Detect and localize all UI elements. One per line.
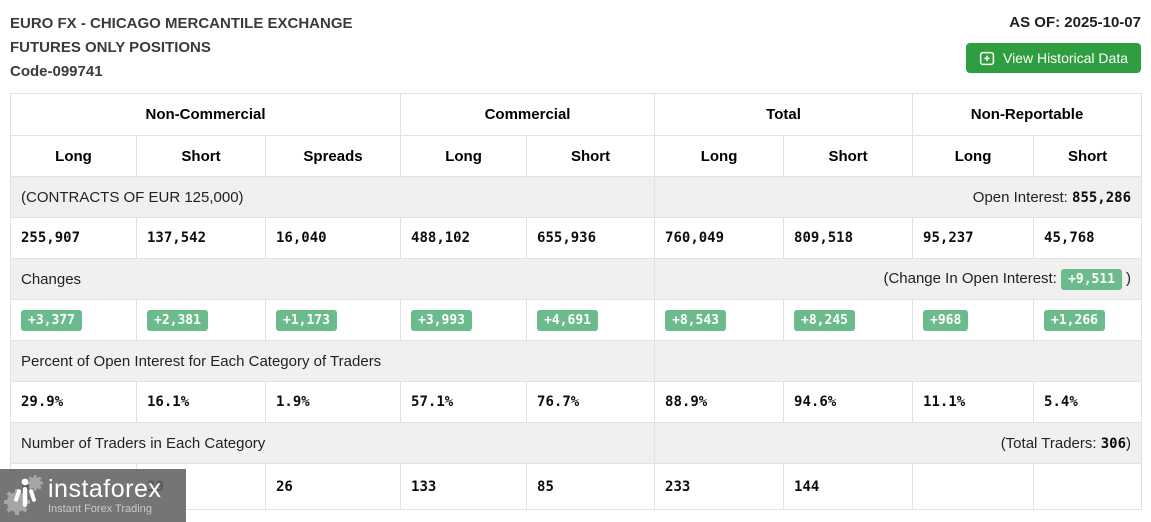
open-interest-label: Open Interest: [972, 188, 1068, 206]
percent-cell: 94.6% [783, 381, 914, 423]
position-cell: 655,936 [526, 217, 656, 259]
open-interest-cell: Open Interest: 855,286 [654, 176, 1143, 218]
change-cell: +1,266 [1033, 299, 1143, 341]
watermark-tagline: Instant Forex Trading [48, 502, 152, 515]
total-traders-cell: (Total Traders: 306) [654, 422, 1143, 464]
change-cell: +4,691 [526, 299, 656, 341]
column-header-long: Long [400, 135, 528, 177]
change-badge: +3,377 [21, 309, 82, 331]
position-cell: 488,102 [400, 217, 528, 259]
percent-cell: 1.9% [264, 381, 402, 423]
header-right: AS OF: 2025-10-07 View Historical Data [965, 12, 1141, 73]
change-badge: +4,691 [537, 309, 598, 331]
traders-cell: 85 [526, 463, 656, 510]
traders-cell: 233 [654, 463, 785, 510]
percent-cell: 76.7% [526, 381, 656, 423]
column-header-short: Short [783, 135, 914, 177]
change-oi-badge: +9,511 [1061, 268, 1123, 290]
change-cell: +968 [912, 299, 1035, 341]
page-subtitle: FUTURES ONLY POSITIONS [10, 39, 211, 56]
percent-section-spacer [654, 340, 1143, 382]
column-header-long: Long [10, 135, 137, 177]
traders-label: Number of Traders in Each Category [9, 422, 656, 464]
percent-cell: 16.1% [136, 381, 266, 423]
report-titles: EURO FX - CHICAGO MERCANTILE EXCHANGE FU… [10, 12, 353, 84]
contracts-label: (CONTRACTS OF EUR 125,000) [9, 176, 656, 218]
group-header-commercial: Commercial [400, 93, 656, 136]
watermark-text: instaforex Instant Forex Trading [48, 474, 162, 515]
traders-cell: 144 [783, 463, 914, 510]
traders-cell [1033, 463, 1143, 510]
view-historical-data-label: View Historical Data [1002, 50, 1128, 66]
traders-section-row: Number of Traders in Each Category (Tota… [9, 422, 1143, 464]
change-badge: +968 [923, 309, 969, 331]
percent-cell: 29.9% [10, 381, 137, 423]
changes-label: Changes [9, 258, 656, 300]
position-cell: 255,907 [10, 217, 137, 259]
view-historical-data-button[interactable]: View Historical Data [965, 43, 1141, 73]
total-traders-prefix: (Total Traders: [1000, 434, 1097, 452]
report-code: Code-099741 [10, 63, 103, 80]
total-traders-suffix: ) [1126, 434, 1132, 452]
calendar-plus-icon [979, 50, 995, 66]
change-badge: +2,381 [147, 309, 208, 331]
page-header: EURO FX - CHICAGO MERCANTILE EXCHANGE FU… [0, 0, 1151, 93]
change-cell: +1,173 [264, 299, 402, 341]
percent-section-row: Percent of Open Interest for Each Catego… [9, 340, 1143, 382]
positions-table: Non-Commercial Commercial Total Non-Repo… [9, 93, 1143, 510]
column-header-long: Long [912, 135, 1035, 177]
change-badge: +8,543 [665, 309, 726, 331]
change-oi-prefix: (Change In Open Interest: [883, 269, 1057, 287]
position-cell: 45,768 [1033, 217, 1143, 259]
position-cell: 16,040 [264, 217, 402, 259]
change-badge: +8,245 [794, 309, 855, 331]
positions-row: 255,907 137,542 16,040 488,102 655,936 7… [10, 217, 1143, 259]
change-cell: +8,245 [783, 299, 914, 341]
percent-cell: 88.9% [654, 381, 785, 423]
column-header-spreads: Spreads [264, 135, 402, 177]
position-cell: 137,542 [136, 217, 266, 259]
change-cell: +3,993 [400, 299, 528, 341]
change-badge: +1,173 [276, 309, 337, 331]
group-header-row: Non-Commercial Commercial Total Non-Repo… [9, 93, 1143, 136]
change-cell: +2,381 [136, 299, 266, 341]
instaforex-logo-icon [2, 472, 46, 520]
percent-label: Percent of Open Interest for Each Catego… [9, 340, 656, 382]
column-header-short: Short [1033, 135, 1143, 177]
traders-cell [912, 463, 1035, 510]
change-oi-suffix: ) [1126, 269, 1132, 287]
position-cell: 760,049 [654, 217, 785, 259]
percents-row: 29.9% 16.1% 1.9% 57.1% 76.7% 88.9% 94.6%… [10, 381, 1143, 423]
total-traders-value: 306 [1100, 435, 1127, 452]
change-badge: +3,993 [411, 309, 472, 331]
percent-cell: 5.4% [1033, 381, 1143, 423]
column-header-row: Long Short Spreads Long Short Long Short… [10, 135, 1143, 177]
column-header-short: Short [136, 135, 266, 177]
group-header-total: Total [654, 93, 914, 136]
page-title: EURO FX - CHICAGO MERCANTILE EXCHANGE [10, 15, 353, 32]
change-badge: +1,266 [1044, 309, 1105, 331]
open-interest-value: 855,286 [1072, 189, 1132, 206]
percent-cell: 11.1% [912, 381, 1035, 423]
changes-section-row: Changes (Change In Open Interest: +9,511… [9, 258, 1143, 300]
as-of-date: AS OF: 2025-10-07 [1009, 14, 1141, 31]
change-cell: +3,377 [10, 299, 137, 341]
position-cell: 95,237 [912, 217, 1035, 259]
traders-cell: 26 [264, 463, 402, 510]
percent-cell: 57.1% [400, 381, 528, 423]
contracts-section-row: (CONTRACTS OF EUR 125,000) Open Interest… [9, 176, 1143, 218]
watermark-brand: instaforex [48, 474, 162, 503]
column-header-short: Short [526, 135, 656, 177]
instaforex-watermark: instaforex Instant Forex Trading [0, 469, 186, 522]
change-open-interest-cell: (Change In Open Interest: +9,511) [654, 258, 1143, 300]
change-cell: +8,543 [654, 299, 785, 341]
column-header-long: Long [654, 135, 785, 177]
group-header-nonreportable: Non-Reportable [912, 93, 1143, 136]
changes-row: +3,377 +2,381 +1,173 +3,993 +4,691 +8,54… [10, 299, 1143, 341]
position-cell: 809,518 [783, 217, 914, 259]
traders-cell: 133 [400, 463, 528, 510]
group-header-noncommercial: Non-Commercial [9, 93, 402, 136]
